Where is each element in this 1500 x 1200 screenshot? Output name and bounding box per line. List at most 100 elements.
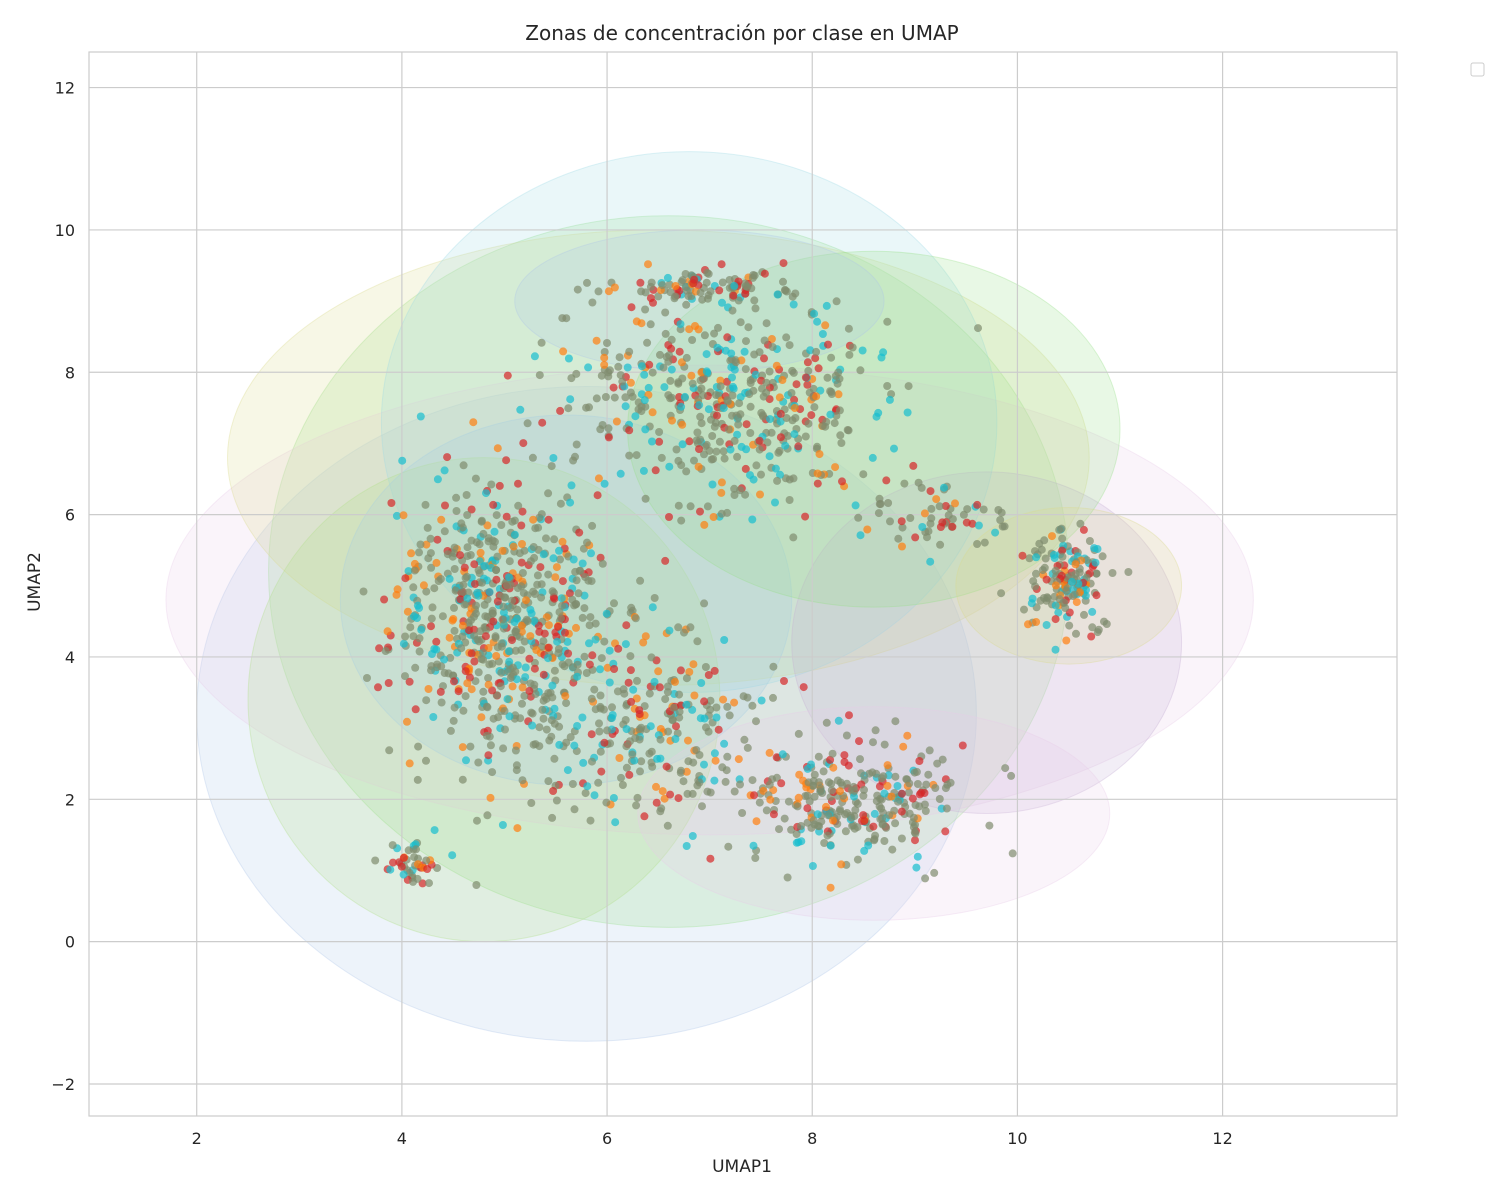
- x-tick-label: 2: [192, 1129, 202, 1148]
- scatter-point: [584, 363, 593, 372]
- scatter-point: [737, 442, 746, 451]
- scatter-point: [880, 837, 889, 845]
- scatter-point: [472, 881, 481, 889]
- scatter-point: [482, 731, 491, 740]
- scatter-point: [836, 805, 844, 814]
- scatter-point: [404, 567, 413, 576]
- scatter-point: [665, 462, 674, 471]
- scatter-point: [782, 414, 791, 422]
- scatter-point: [924, 770, 933, 779]
- scatter-point: [751, 854, 760, 862]
- scatter-point: [615, 353, 624, 362]
- scatter-point: [531, 740, 540, 749]
- scatter-point: [883, 781, 892, 790]
- scatter-point: [622, 725, 631, 734]
- scatter-point: [1072, 629, 1080, 638]
- legend-box: [1470, 62, 1485, 77]
- scatter-point: [646, 282, 655, 291]
- scatter-point: [695, 401, 704, 410]
- scatter-point: [766, 415, 774, 424]
- scatter-point: [410, 566, 419, 575]
- scatter-point: [711, 418, 720, 427]
- scatter-point: [533, 571, 542, 580]
- scatter-point: [493, 597, 502, 606]
- scatter-point: [547, 462, 556, 471]
- scatter-point: [674, 794, 683, 803]
- scatter-point: [512, 766, 521, 775]
- scatter-point: [426, 549, 435, 558]
- scatter-point: [719, 447, 728, 456]
- scatter-point: [921, 874, 930, 883]
- scatter-point: [445, 633, 454, 642]
- scatter-point: [698, 295, 707, 304]
- scatter-point: [912, 767, 921, 776]
- scatter-point: [831, 371, 840, 380]
- scatter-point: [674, 456, 683, 465]
- scatter-point: [381, 647, 390, 655]
- scatter-point: [466, 742, 475, 751]
- scatter-point: [771, 464, 780, 473]
- scatter-point: [851, 806, 860, 814]
- scatter-point: [467, 505, 476, 514]
- scatter-point: [905, 779, 914, 788]
- scatter-point: [401, 632, 410, 641]
- scatter-point: [479, 529, 488, 538]
- scatter-point: [392, 511, 401, 520]
- scatter-point: [498, 821, 507, 829]
- scatter-point: [604, 424, 613, 433]
- scatter-point: [746, 429, 755, 437]
- scatter-point: [685, 668, 694, 676]
- scatter-point: [704, 269, 713, 278]
- scatter-point: [951, 499, 959, 508]
- scatter-point: [588, 298, 597, 307]
- scatter-point: [484, 680, 493, 689]
- scatter-point: [480, 600, 489, 609]
- scatter-point: [883, 317, 892, 326]
- y-tick-label: 10: [55, 221, 75, 240]
- scatter-point: [513, 584, 522, 593]
- scatter-point: [597, 371, 606, 380]
- scatter-point: [359, 587, 368, 596]
- scatter-point: [801, 432, 810, 441]
- scatter-point: [854, 513, 863, 522]
- scatter-point: [927, 504, 936, 513]
- scatter-point: [1072, 598, 1081, 607]
- scatter-point: [904, 788, 913, 797]
- scatter-point: [837, 439, 846, 447]
- scatter-point: [474, 758, 483, 767]
- scatter-point: [903, 408, 912, 417]
- scatter-point: [790, 430, 799, 439]
- scatter-point: [828, 749, 837, 758]
- scatter-point: [375, 644, 384, 653]
- scatter-point: [597, 767, 606, 776]
- scatter-point: [807, 411, 816, 420]
- scatter-point: [697, 419, 706, 428]
- scatter-point: [878, 814, 887, 823]
- scatter-point: [462, 491, 471, 499]
- scatter-point: [923, 533, 931, 542]
- scatter-point: [655, 683, 664, 692]
- scatter-point: [529, 515, 538, 524]
- scatter-point: [450, 565, 459, 573]
- scatter-point: [565, 589, 574, 598]
- scatter-point: [791, 289, 800, 298]
- scatter-point: [878, 820, 887, 829]
- scatter-point: [427, 614, 436, 623]
- scatter-point: [762, 806, 771, 815]
- scatter-point: [710, 329, 719, 338]
- scatter-point: [810, 403, 819, 412]
- scatter-point: [479, 655, 488, 664]
- scatter-point: [1058, 534, 1067, 543]
- scatter-point: [505, 712, 514, 721]
- scatter-point: [443, 453, 452, 462]
- scatter-point: [832, 411, 841, 420]
- scatter-point: [815, 450, 824, 459]
- scatter-point: [898, 523, 907, 532]
- scatter-point: [473, 816, 481, 825]
- scatter-point: [585, 621, 594, 630]
- scatter-point: [836, 778, 845, 787]
- scatter-point: [1087, 632, 1096, 641]
- scatter-point: [491, 632, 500, 641]
- scatter-point: [516, 405, 525, 414]
